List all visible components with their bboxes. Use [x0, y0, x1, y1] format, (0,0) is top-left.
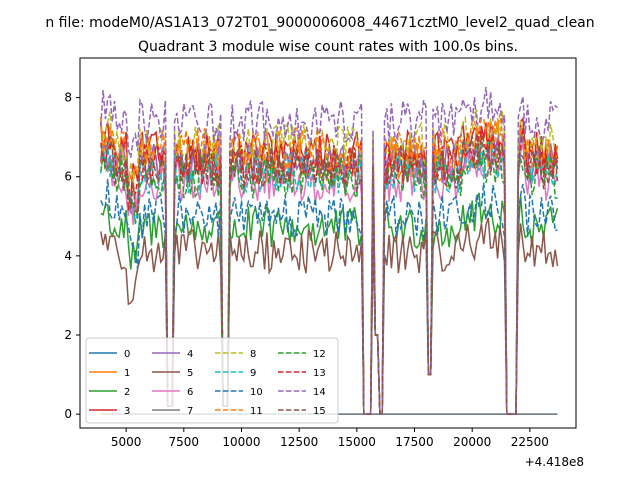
- legend-label-3: 3: [124, 406, 130, 417]
- y-tick-label: 2: [64, 328, 72, 342]
- legend-box: [85, 337, 339, 424]
- legend-label-12: 12: [313, 349, 326, 360]
- x-offset-label: +4.418e8: [525, 455, 584, 469]
- legend-label-1: 1: [124, 368, 130, 379]
- series-line-14: [100, 86, 558, 415]
- series-line-5: [100, 217, 559, 415]
- legend-label-13: 13: [313, 368, 326, 379]
- series-line-13: [100, 127, 559, 415]
- x-tick-label: 20000: [453, 435, 491, 449]
- legend-label-10: 10: [250, 387, 263, 398]
- legend-label-11: 11: [250, 406, 263, 417]
- x-tick-label: 10000: [222, 435, 260, 449]
- x-tick-label: 15000: [338, 435, 376, 449]
- legend-label-6: 6: [187, 387, 193, 398]
- y-axis-ticks: 0 2 4 6 8: [64, 91, 80, 421]
- x-tick-label: 17500: [395, 435, 433, 449]
- legend-label-2: 2: [124, 387, 130, 398]
- plot-frame: [79, 57, 577, 429]
- series-line-10: [100, 178, 558, 415]
- legend-label-8: 8: [250, 349, 256, 360]
- x-tick-label: 12500: [280, 435, 318, 449]
- y-tick-label: 8: [64, 91, 72, 105]
- y-tick-label: 6: [64, 170, 72, 184]
- series-line-15: [100, 134, 559, 415]
- legend-label-15: 15: [313, 406, 326, 417]
- legend-label-9: 9: [250, 368, 256, 379]
- x-axis-ticks: 5000 7500 10000 12500 15000 17500 20000 22500: [111, 428, 549, 449]
- legend-label-5: 5: [187, 368, 193, 379]
- series-line-12: [100, 145, 558, 415]
- y-tick-label: 0: [64, 407, 72, 421]
- series-line-11: [100, 113, 559, 415]
- figure-suptitle: n file: modeM0/AS1A13_072T01_9000006008_…: [45, 15, 594, 31]
- legend-label-7: 7: [187, 406, 193, 417]
- x-tick-label: 5000: [111, 435, 142, 449]
- y-tick-label: 4: [64, 249, 72, 263]
- x-tick-label: 22500: [511, 435, 549, 449]
- legend-label-4: 4: [187, 349, 193, 360]
- legend-label-0: 0: [124, 349, 130, 360]
- x-tick-label: 7500: [169, 435, 200, 449]
- chart-title: Quadrant 3 module wise count rates with …: [138, 39, 518, 55]
- legend-label-14: 14: [313, 387, 326, 398]
